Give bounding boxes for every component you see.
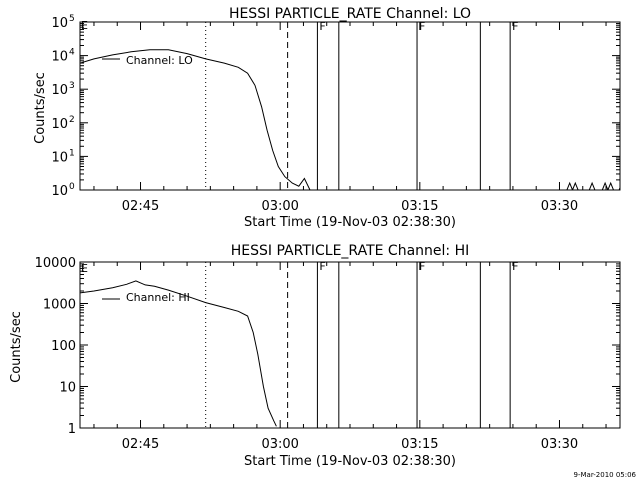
marker-label: F: [512, 260, 518, 273]
x-tick-label: 03:30: [541, 437, 578, 452]
y-tick-exponent: 1: [69, 148, 75, 158]
panel-hi-channel: HESSI PARTICLE_RATE Channel: HI Start Ti…: [9, 243, 621, 469]
x-tick-label: 03:15: [401, 437, 438, 452]
x-tick-label: 02:45: [122, 199, 159, 214]
y-tick-exponent: 0: [69, 182, 75, 192]
y-tick-label: 10: [51, 117, 68, 132]
chart-title: HESSI PARTICLE_RATE Channel: HI: [231, 243, 469, 259]
corner-letter: E: [81, 262, 88, 275]
y-axis-label: Counts/sec: [33, 72, 48, 144]
x-tick-label: 03:00: [261, 437, 298, 452]
y-tick-exponent: 3: [69, 81, 75, 91]
y-tick-label: 100: [51, 339, 76, 354]
chart-title: HESSI PARTICLE_RATE Channel: LO: [229, 6, 471, 22]
x-tick-label: 03:30: [541, 199, 578, 214]
marker-label: F: [319, 260, 325, 273]
legend-label: Channel: LO: [126, 54, 193, 67]
series-line: [566, 181, 579, 190]
series-line: [80, 49, 311, 190]
series-line: [601, 181, 614, 190]
footer-timestamp: 9-Mar-2010 05:06: [574, 471, 637, 479]
y-tick-label: 10: [59, 381, 76, 396]
x-tick-label: 02:45: [122, 437, 159, 452]
x-tick-label: 03:15: [401, 199, 438, 214]
marker-label: F: [419, 20, 425, 33]
y-tick-label: 10: [51, 150, 68, 165]
y-tick-label: 10000: [35, 256, 76, 271]
marker-label: F: [419, 260, 425, 273]
y-tick-label: 10: [51, 184, 68, 199]
marker-label: F: [512, 20, 518, 33]
x-axis-label: Start Time (19-Nov-03 02:38:30): [244, 215, 456, 230]
x-axis-label: Start Time (19-Nov-03 02:38:30): [244, 454, 456, 469]
series-line: [588, 181, 596, 190]
y-tick-exponent: 5: [69, 14, 75, 24]
panel-lo-channel: HESSI PARTICLE_RATE Channel: LO Start Ti…: [33, 6, 621, 230]
y-tick-label: 10: [51, 50, 68, 65]
y-tick-label: 1: [68, 422, 76, 437]
x-tick-label: 03:00: [261, 199, 298, 214]
y-axis-label: Counts/sec: [9, 311, 24, 383]
y-tick-exponent: 4: [69, 48, 75, 58]
y-tick-label: 1000: [43, 298, 76, 313]
y-tick-label: 10: [51, 16, 68, 31]
series-line: [80, 280, 277, 427]
legend-label: Channel: HI: [126, 291, 190, 304]
y-tick-label: 10: [51, 83, 68, 98]
marker-label: F: [319, 20, 325, 33]
y-tick-exponent: 2: [69, 115, 75, 125]
corner-letter: E: [81, 19, 88, 32]
